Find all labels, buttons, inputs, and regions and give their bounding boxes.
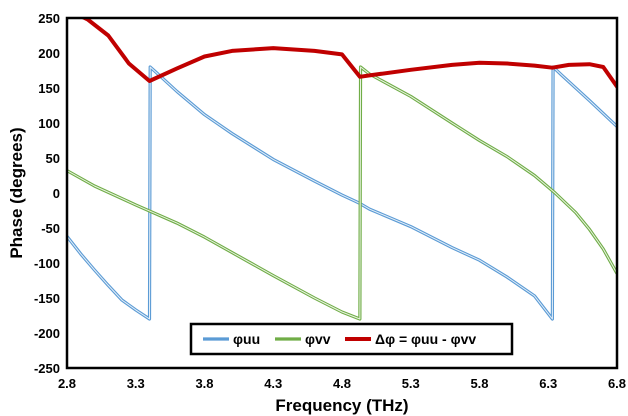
series-line-highlight-2 xyxy=(67,66,617,320)
x-tick-label: 3.8 xyxy=(195,376,213,391)
series-line-highlight-1 xyxy=(67,66,617,320)
legend-label-3: Δφ = φuu - φvv xyxy=(375,331,476,347)
x-tick-label: 6.8 xyxy=(608,376,626,391)
y-tick-label: 50 xyxy=(46,151,60,166)
x-tick-label: 2.8 xyxy=(58,376,76,391)
y-tick-label: 0 xyxy=(53,186,60,201)
x-axis-title: Frequency (THz) xyxy=(275,396,408,415)
series-layer xyxy=(67,18,617,321)
y-tick-label: -100 xyxy=(34,256,60,271)
x-tick-label: 4.3 xyxy=(264,376,282,391)
series-line-delta xyxy=(80,18,617,89)
y-tick-label: -150 xyxy=(34,291,60,306)
legend-label-2: φvv xyxy=(305,331,331,347)
y-axis-title: Phase (degrees) xyxy=(7,127,26,258)
y-tick-label: 100 xyxy=(38,116,60,131)
x-tick-label: 5.8 xyxy=(470,376,488,391)
legend-label-1: φuu xyxy=(233,331,260,347)
x-tick-label: 6.3 xyxy=(539,376,557,391)
x-tick-label: 5.3 xyxy=(402,376,420,391)
x-tick-label: 3.3 xyxy=(127,376,145,391)
y-tick-label: 250 xyxy=(38,11,60,26)
tick-layer: 2.8 3.3 3.8 4.3 4.8 5.3 5.8 6.3 6.8 250 200 150 100 5… xyxy=(34,11,626,391)
y-tick-label: -50 xyxy=(41,221,60,236)
y-tick-label: 200 xyxy=(38,46,60,61)
y-tick-label: 150 xyxy=(38,81,60,96)
y-tick-label: -200 xyxy=(34,326,60,341)
y-tick-label: -250 xyxy=(34,361,60,376)
x-tick-label: 4.8 xyxy=(333,376,351,391)
plot-frame xyxy=(65,16,619,370)
legend: φuu φvv Δφ = φuu - φvv xyxy=(189,322,514,356)
